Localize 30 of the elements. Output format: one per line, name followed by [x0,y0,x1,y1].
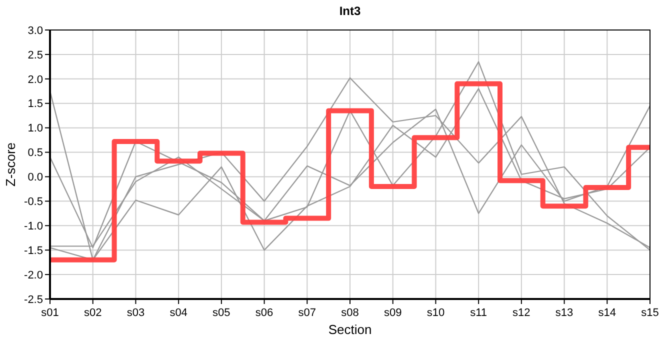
x-tick-label: s12 [512,307,530,319]
x-tick-label: s11 [470,307,488,319]
y-tick-label: 0.5 [28,147,43,160]
y-axis-title: Z-score [3,142,18,187]
x-tick-label: s01 [41,307,59,319]
x-tick-label: s04 [170,307,188,319]
y-tick-label: -1.0 [24,220,43,232]
x-tick-label: s03 [126,307,145,319]
chart-title: Int3 [339,4,361,18]
y-tick-label: -2.5 [24,294,43,306]
y-tick-label: -0.5 [24,196,43,208]
x-tick-label: s10 [426,307,445,319]
y-tick-label: 2.5 [28,49,43,62]
x-tick-label: s14 [598,307,616,319]
y-tick-label: -2.0 [24,269,43,282]
x-tick-label: s02 [84,307,102,319]
x-tick-label: s15 [641,307,659,319]
x-tick-label: s08 [341,307,359,319]
y-tick-label: 1.0 [28,122,43,135]
y-tick-label: 2.0 [28,74,43,86]
x-tick-label: s09 [384,307,402,319]
x-tick-label: s13 [555,307,574,319]
x-tick-label: s07 [298,307,316,319]
x-axis-title: Section [328,322,372,337]
y-tick-label: -1.5 [24,244,43,257]
x-tick-label: s05 [212,307,230,319]
x-tick-label: s06 [255,307,274,319]
y-tick-label: 3.0 [28,24,43,37]
y-tick-label: 1.5 [28,98,43,110]
y-tick-label: 0.0 [28,172,43,184]
